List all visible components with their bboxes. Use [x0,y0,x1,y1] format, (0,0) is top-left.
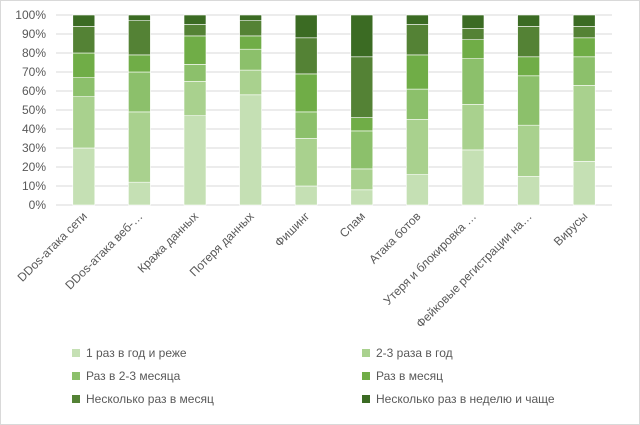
bar-segment [183,115,207,206]
bar-segment [406,119,429,175]
bar-segment [128,54,151,73]
y-axis-ticks: 0% 10% 20% 30% 40% 50% 60% 70% 80% 90% 100% [15,8,46,212]
bar-segment [183,24,207,37]
bars [72,14,596,206]
legend-label: Несколько раз в неделю и чаще [376,392,555,406]
bar-segment [517,75,540,126]
legend-swatch [362,349,370,357]
bar-segment [294,185,318,206]
bar-segment [572,37,596,58]
bar-segment [406,174,429,206]
bar-segment [72,26,96,54]
bar-segment [572,56,596,86]
bar-segment [350,130,374,170]
legend: 1 раз в год и реже 2-3 раза в год Раз в 2-… [72,346,555,406]
y-tick-label: 20% [22,160,46,174]
bar-segment [350,56,374,118]
legend-label: 1 раз в год и реже [86,346,187,360]
bar-segment [517,14,540,27]
bar-segment [572,85,596,162]
bar-segment [128,14,151,21]
y-tick-label: 50% [22,103,46,117]
bar-segment [517,56,540,77]
bar-segment [350,168,374,191]
legend-swatch [72,395,80,403]
bar-segment [239,94,262,206]
bar-segment [572,26,596,39]
bar-segment [183,81,207,117]
legend-swatch [362,372,370,380]
y-tick-label: 40% [22,122,46,136]
bar-segment [461,27,485,40]
bar-segment [72,14,96,27]
bar-segment [517,124,540,177]
bar-segment [183,14,207,25]
bar-segment [461,149,485,206]
bar-segment [294,138,318,187]
bar-segment [128,71,151,113]
bar-segment [461,104,485,151]
y-tick-label: 100% [15,8,46,22]
bar-segment [406,54,429,90]
legend-swatch [362,395,370,403]
bar-segment [517,176,540,206]
bar-segment [294,73,318,113]
y-tick-label: 0% [29,198,47,212]
bar-segment [461,14,485,29]
y-tick-label: 60% [22,84,46,98]
bar-segment [128,111,151,183]
bar-segment [406,88,429,120]
bar-segment [128,20,151,56]
y-tick-label: 90% [22,27,46,41]
legend-label: Несколько раз в месяц [86,392,214,406]
bar-segment [517,26,540,58]
bar-segment [350,189,374,206]
bar-segment [406,14,429,25]
bar-segment [239,14,262,21]
bar-segment [572,14,596,27]
bar-segment [239,69,262,96]
y-tick-label: 80% [22,46,46,60]
bar-segment [72,77,96,97]
legend-swatch [72,349,80,357]
bar-segment [239,20,262,37]
bar-segment [572,161,596,206]
legend-label: Раз в месяц [376,369,443,383]
y-tick-label: 10% [22,179,46,193]
bar-segment [406,24,429,56]
bar-segment [72,147,96,206]
bar-segment [72,96,96,149]
y-tick-label: 30% [22,141,46,155]
bar-segment [239,48,262,71]
bar-segment [183,64,207,82]
legend-swatch [72,372,80,380]
y-tick-label: 70% [22,65,46,79]
bar-segment [294,111,318,139]
bar-segment [350,117,374,132]
bar-segment [128,181,151,206]
bar-segment [294,14,318,39]
legend-label: Раз в 2-3 месяца [86,369,181,383]
bar-segment [461,39,485,60]
bar-segment [239,35,262,50]
legend-label: 2-3 раза в год [376,346,453,360]
bar-segment [294,37,318,75]
bar-segment [461,58,485,105]
bar-segment [72,52,96,79]
bar-segment [350,14,374,58]
bar-segment [183,35,207,65]
